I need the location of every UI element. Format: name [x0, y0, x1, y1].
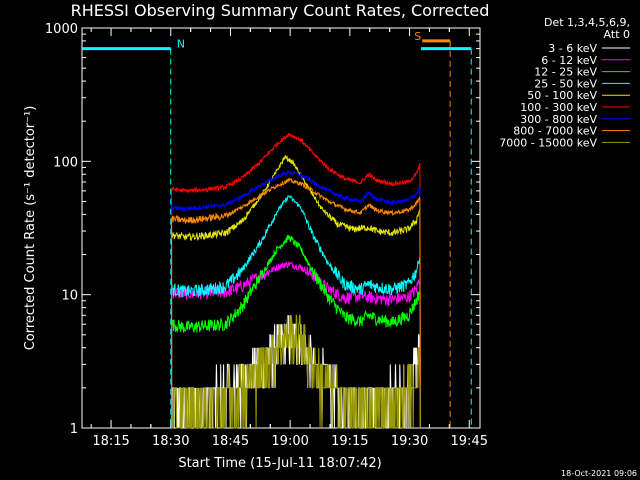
series-line-1 — [171, 260, 421, 429]
series-line-4 — [171, 155, 421, 429]
y-axis-label: Corrected Count Rate (s⁻¹ detector⁻¹) — [23, 106, 38, 351]
series-line-6 — [171, 170, 421, 429]
legend-label-3: 25 - 50 keV — [534, 77, 597, 90]
legend-label-4: 50 - 100 keV — [527, 89, 597, 102]
legend-header-line-2: Att 0 — [604, 28, 630, 41]
x-tick-label: 19:45 — [451, 434, 488, 449]
legend-header-line-1: Det 1,3,4,5,6,9, — [544, 16, 630, 29]
legend-label-8: 7000 - 15000 keV — [499, 136, 597, 149]
x-tick-label: 19:30 — [391, 434, 428, 449]
legend-label-7: 800 - 7000 keV — [513, 125, 597, 138]
series-line-3 — [171, 194, 421, 429]
plot-frame — [81, 27, 481, 429]
plot-area: 1 10 100 1000 18:15 18:30 18:45 19:00 19:15 19:30… — [45, 22, 488, 449]
legend-label-1: 6 - 12 keV — [541, 54, 597, 67]
x-tick-label: 18:45 — [212, 434, 249, 449]
legend-label-5: 100 - 300 keV — [520, 101, 597, 114]
legend-label-0: 3 - 6 keV — [548, 42, 597, 55]
series-line-7 — [171, 177, 421, 429]
legend-label-6: 300 - 800 keV — [520, 113, 597, 126]
generation-timestamp: 18-Oct-2021 09:06 — [561, 469, 637, 478]
y-tick-label: 100 — [53, 155, 78, 170]
series-line-5 — [171, 133, 421, 429]
x-tick-label: 18:30 — [152, 434, 189, 449]
annotation-label-0: N — [177, 38, 185, 51]
y-tick-label: 1000 — [45, 22, 78, 37]
legend-label-2: 12 - 25 keV — [534, 66, 597, 79]
y-tick-label: 10 — [61, 289, 78, 304]
x-axis-label: Start Time (15-Jul-11 18:07:42) — [178, 456, 381, 471]
annotation-label-1: S — [414, 30, 421, 43]
x-tick-label: 19:00 — [271, 434, 308, 449]
chart-title: RHESSI Observing Summary Count Rates, Co… — [71, 1, 490, 20]
series-line-2 — [171, 235, 421, 429]
x-tick-label: 18:15 — [92, 434, 129, 449]
series-line-8 — [171, 314, 421, 429]
x-tick-label: 19:15 — [331, 434, 368, 449]
y-tick-label: 1 — [70, 422, 78, 437]
